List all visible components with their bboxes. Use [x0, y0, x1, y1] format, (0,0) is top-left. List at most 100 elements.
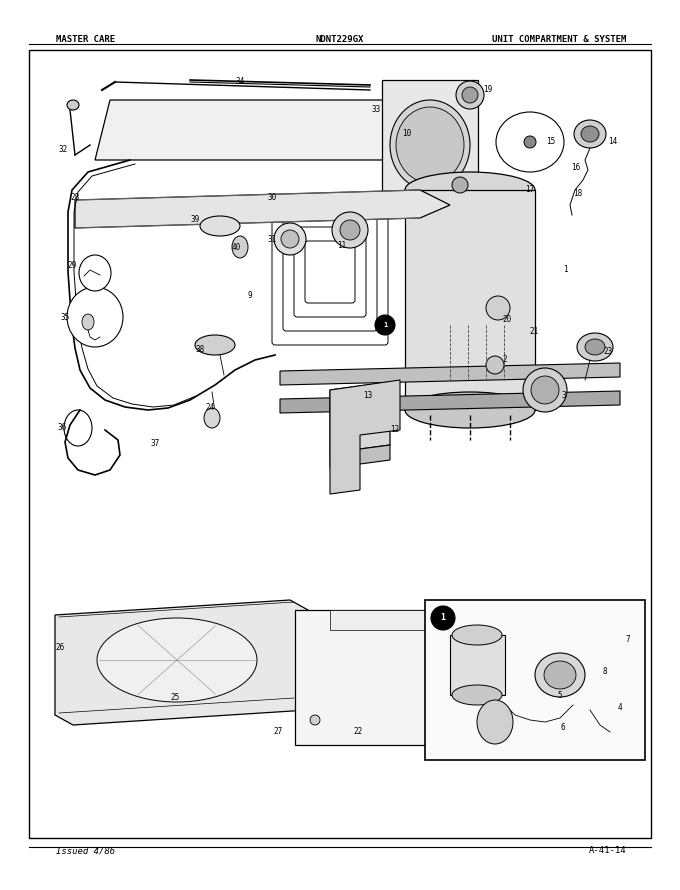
Polygon shape: [55, 600, 308, 725]
Text: 18: 18: [573, 190, 583, 198]
Text: 14: 14: [609, 137, 617, 147]
Text: 34: 34: [235, 77, 245, 86]
Text: MASTER CARE: MASTER CARE: [56, 35, 115, 44]
Ellipse shape: [581, 126, 599, 142]
Ellipse shape: [405, 392, 535, 428]
Ellipse shape: [310, 715, 320, 725]
Text: 5: 5: [558, 691, 562, 700]
Text: 15: 15: [546, 137, 556, 147]
Bar: [295, 610, 455, 745]
Text: 12: 12: [390, 425, 400, 434]
Text: UNIT COMPARTMENT & SYSTEM: UNIT COMPARTMENT & SYSTEM: [492, 35, 626, 44]
Ellipse shape: [274, 223, 306, 255]
Ellipse shape: [544, 661, 576, 689]
Bar: [29, 50, 651, 838]
Ellipse shape: [574, 120, 606, 148]
Text: 1: 1: [383, 322, 387, 328]
Ellipse shape: [232, 236, 248, 258]
Text: 28: 28: [70, 192, 80, 201]
Ellipse shape: [431, 606, 455, 630]
Ellipse shape: [97, 618, 257, 702]
Text: 29: 29: [67, 261, 77, 270]
Ellipse shape: [390, 100, 470, 190]
Text: 21: 21: [529, 328, 539, 336]
Polygon shape: [530, 142, 541, 170]
Bar: [330, 610, 455, 630]
Polygon shape: [507, 142, 530, 165]
Polygon shape: [330, 382, 390, 453]
Text: 19: 19: [483, 85, 492, 94]
Polygon shape: [530, 120, 553, 142]
Text: 37: 37: [150, 440, 160, 449]
Ellipse shape: [405, 172, 535, 208]
Text: 39: 39: [190, 215, 200, 224]
Text: 6: 6: [561, 723, 565, 732]
Ellipse shape: [204, 408, 220, 428]
Text: 33: 33: [371, 106, 381, 115]
Ellipse shape: [462, 87, 478, 103]
Ellipse shape: [340, 220, 360, 240]
Text: 7: 7: [626, 635, 630, 644]
Polygon shape: [519, 114, 530, 142]
Ellipse shape: [452, 177, 468, 193]
Ellipse shape: [375, 315, 395, 335]
Text: 1: 1: [441, 613, 445, 622]
Ellipse shape: [486, 296, 510, 320]
Text: 24: 24: [205, 403, 215, 412]
Text: 35: 35: [61, 313, 69, 322]
Ellipse shape: [281, 230, 299, 248]
Ellipse shape: [577, 333, 613, 361]
Ellipse shape: [332, 212, 368, 248]
Text: 8: 8: [602, 668, 607, 676]
Text: 25: 25: [171, 692, 180, 701]
Ellipse shape: [396, 107, 464, 183]
Ellipse shape: [452, 625, 502, 645]
Ellipse shape: [524, 136, 536, 148]
Text: 17: 17: [526, 185, 534, 195]
Ellipse shape: [523, 368, 567, 412]
Text: 22: 22: [354, 727, 362, 737]
Text: 23: 23: [603, 347, 613, 357]
Text: 2: 2: [503, 355, 507, 365]
Polygon shape: [498, 142, 530, 151]
Text: 10: 10: [403, 130, 411, 139]
Polygon shape: [530, 133, 562, 142]
Ellipse shape: [200, 216, 240, 236]
Text: 40: 40: [231, 242, 241, 252]
Text: 9: 9: [248, 290, 252, 300]
Ellipse shape: [486, 356, 504, 374]
Ellipse shape: [82, 314, 94, 330]
Text: 20: 20: [503, 315, 511, 325]
Text: 11: 11: [337, 240, 347, 249]
Ellipse shape: [477, 700, 513, 744]
Ellipse shape: [585, 339, 605, 355]
Text: 31: 31: [267, 236, 277, 245]
Text: 3: 3: [562, 392, 566, 401]
Polygon shape: [280, 391, 620, 413]
Text: 16: 16: [571, 164, 581, 173]
Text: NDNT229GX: NDNT229GX: [316, 35, 364, 44]
Polygon shape: [330, 445, 390, 468]
Text: 30: 30: [267, 193, 277, 203]
Bar: [425, 600, 645, 760]
Text: 32: 32: [58, 145, 67, 155]
Polygon shape: [504, 122, 530, 142]
Ellipse shape: [535, 653, 585, 697]
Polygon shape: [75, 190, 450, 228]
Text: 36: 36: [57, 423, 67, 432]
Bar: [450, 635, 505, 695]
Polygon shape: [280, 363, 620, 385]
Text: 38: 38: [195, 345, 205, 354]
Ellipse shape: [67, 100, 79, 110]
Polygon shape: [95, 100, 405, 160]
Ellipse shape: [456, 81, 484, 109]
Bar: [405, 190, 535, 410]
Ellipse shape: [195, 335, 235, 355]
Text: 13: 13: [363, 391, 373, 400]
Ellipse shape: [531, 376, 559, 404]
Polygon shape: [330, 380, 400, 494]
Text: 1: 1: [562, 265, 567, 274]
Text: Issued 4/86: Issued 4/86: [56, 846, 115, 855]
Polygon shape: [530, 142, 556, 162]
Text: 26: 26: [55, 643, 65, 651]
